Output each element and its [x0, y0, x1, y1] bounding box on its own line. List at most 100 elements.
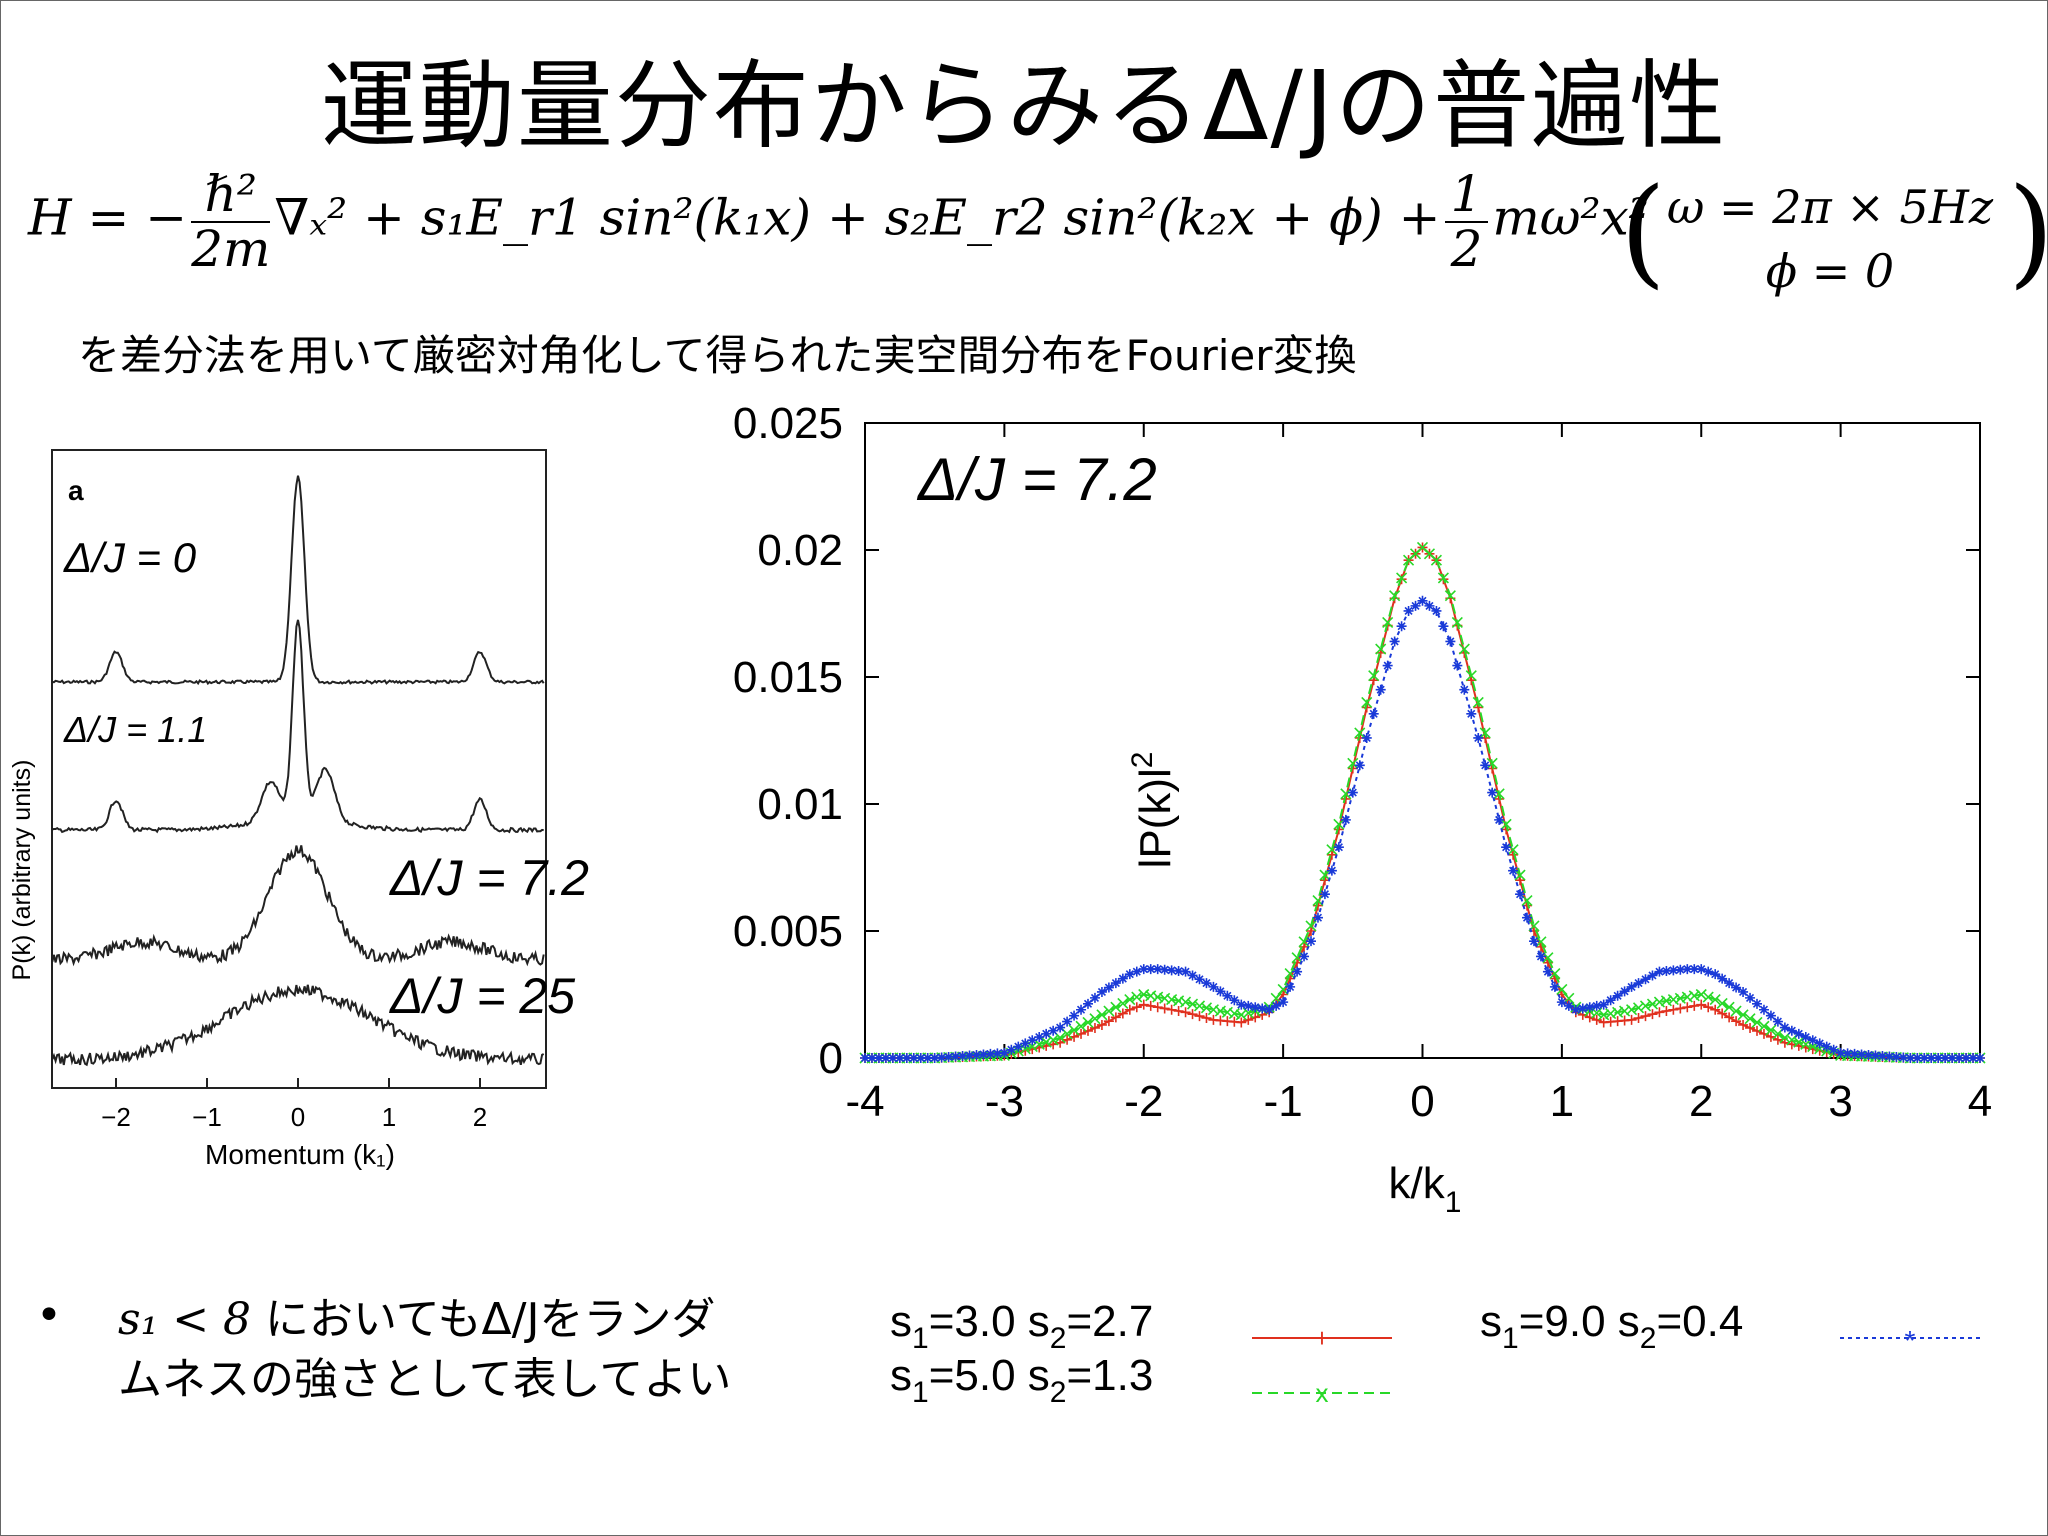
data-point	[1243, 1014, 1254, 1025]
data-point	[1668, 1004, 1679, 1015]
data-point	[1473, 732, 1484, 743]
data-point	[1466, 708, 1477, 719]
data-point	[1187, 970, 1198, 981]
data-point	[1710, 969, 1721, 980]
data-point	[964, 1050, 975, 1061]
bullet-line-1-rest: においてもΔ/Jをランダ	[251, 1294, 716, 1345]
y-tick-label: 0.02	[757, 526, 843, 575]
data-point	[1103, 982, 1114, 993]
data-point	[1410, 600, 1421, 611]
data-point	[936, 1052, 947, 1063]
data-point	[1632, 1002, 1645, 1014]
data-point	[1926, 1053, 1937, 1063]
data-point	[1870, 1050, 1881, 1061]
y-axis-label: lP(k)l2	[1126, 752, 1180, 869]
data-point	[1159, 1003, 1170, 1014]
panel-ylabel: P(k) (arbitrary units)	[8, 760, 36, 981]
data-point	[1793, 1036, 1805, 1048]
data-point	[1751, 1016, 1763, 1029]
data-point	[1947, 1053, 1958, 1063]
trace-dj-1-1	[52, 619, 544, 834]
data-point	[1696, 999, 1707, 1010]
legend-item-3: s1=9.0 s2=0.4 *	[1480, 1297, 1980, 1356]
data-point	[1417, 595, 1428, 606]
formula-frac1-den: 2m	[191, 219, 271, 278]
data-point	[1292, 966, 1303, 977]
data-point	[1201, 978, 1212, 989]
data-point	[1396, 621, 1407, 632]
data-point	[957, 1050, 968, 1061]
method-description: を差分法を用いて厳密対角化して得られた実空間分布をFourier変換	[78, 331, 1357, 380]
series-1	[860, 542, 1985, 1063]
data-point	[922, 1053, 933, 1063]
data-point	[1306, 926, 1316, 936]
data-point	[1675, 964, 1686, 975]
data-point	[1041, 1028, 1052, 1039]
panel-tick-label: −2	[101, 1102, 131, 1132]
panel-tick-label: 1	[382, 1102, 396, 1132]
data-point	[1333, 818, 1345, 830]
data-point	[1055, 1022, 1066, 1033]
panel-tick-label: 2	[473, 1102, 487, 1132]
param-omega: ω = 2π × 5Hz	[1666, 180, 1994, 234]
data-point	[1556, 997, 1567, 1008]
data-point	[1884, 1051, 1895, 1062]
data-point	[901, 1053, 912, 1063]
data-point	[1103, 1016, 1114, 1027]
data-point	[1131, 966, 1142, 977]
data-point	[1501, 842, 1512, 853]
data-point	[1598, 999, 1609, 1010]
data-point	[1591, 1014, 1602, 1025]
data-point	[1403, 605, 1414, 616]
data-point	[1549, 967, 1561, 980]
data-point	[1640, 974, 1651, 985]
panel-tick-label: −1	[192, 1102, 222, 1132]
formula-frac2-den: 2	[1450, 219, 1483, 278]
data-point	[1745, 1022, 1756, 1033]
data-point	[1738, 986, 1749, 997]
data-point	[1772, 1034, 1783, 1045]
data-point	[1180, 1007, 1191, 1018]
series-2	[859, 541, 1986, 1064]
data-point	[1096, 1019, 1107, 1030]
data-point	[1465, 670, 1477, 682]
data-point	[866, 1053, 877, 1063]
data-point	[1682, 964, 1693, 975]
data-point	[1201, 1012, 1212, 1023]
data-point	[1508, 865, 1519, 876]
data-point	[1082, 1016, 1094, 1029]
data-point	[1459, 684, 1470, 695]
data-point	[1480, 760, 1491, 771]
data-point	[1940, 1053, 1951, 1063]
data-point	[1577, 1003, 1588, 1014]
data-point	[1068, 1024, 1080, 1036]
data-point	[1083, 998, 1093, 1009]
data-point	[1549, 981, 1560, 992]
data-point	[1194, 974, 1205, 985]
data-point	[1612, 990, 1623, 1001]
data-point	[1898, 1052, 1909, 1063]
data-point	[1668, 965, 1679, 976]
data-point	[1054, 1032, 1066, 1044]
data-point	[1062, 1016, 1073, 1027]
data-point	[1563, 1000, 1574, 1011]
data-point	[1166, 1004, 1177, 1015]
panel-xlabel: Momentum (k₁)	[205, 1139, 395, 1170]
data-point	[1110, 1012, 1121, 1023]
y-tick-label: 0.015	[733, 653, 843, 702]
data-point	[1968, 1053, 1979, 1063]
data-point	[1235, 1009, 1247, 1021]
data-point	[1702, 991, 1714, 1003]
data-point	[1040, 1036, 1052, 1048]
data-point	[1152, 1002, 1163, 1013]
label-dj-7-2: Δ/J = 7.2	[389, 850, 589, 906]
right-paren: )	[2008, 172, 2048, 290]
data-point	[1724, 978, 1735, 989]
data-point	[1731, 982, 1742, 993]
data-point	[1696, 964, 1707, 975]
data-point	[1013, 1041, 1024, 1052]
data-point	[1765, 1010, 1776, 1021]
data-point	[1389, 636, 1400, 647]
data-point	[873, 1053, 884, 1063]
data-point	[1724, 1012, 1735, 1023]
